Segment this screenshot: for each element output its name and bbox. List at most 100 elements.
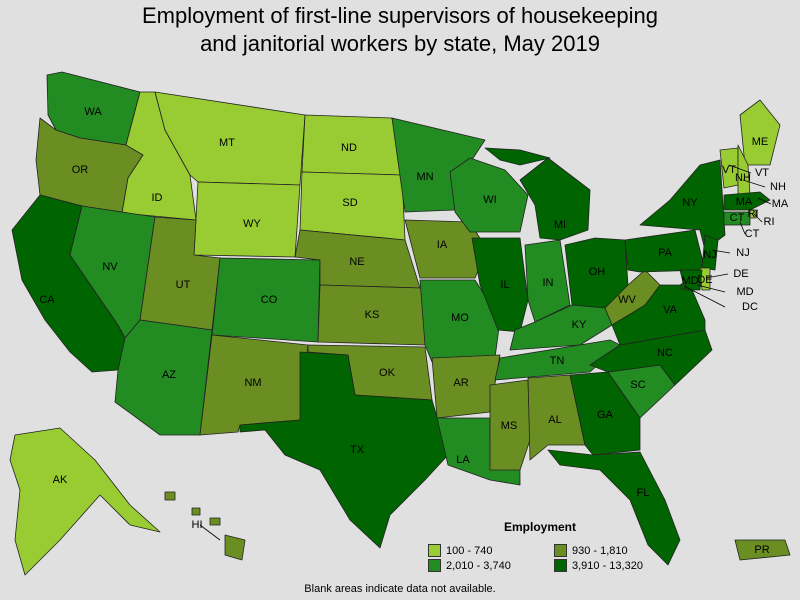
state-shapes bbox=[9, 71, 791, 576]
state-label-ks: KS bbox=[365, 309, 380, 321]
state-label-nj: NJ bbox=[736, 247, 749, 259]
state-label-al: AL bbox=[548, 414, 561, 426]
state-pr bbox=[734, 539, 791, 561]
title-line-2: and janitorial workers by state, May 201… bbox=[200, 31, 600, 56]
state-label-wy: WY bbox=[243, 218, 261, 230]
state-label-or: OR bbox=[72, 164, 89, 176]
map-title: Employment of first-line supervisors of … bbox=[0, 2, 800, 58]
state-label-md: MD bbox=[736, 286, 753, 298]
state-label-ma: MA bbox=[736, 196, 753, 208]
state-de bbox=[699, 267, 711, 291]
state-label-hi: HI bbox=[192, 519, 203, 531]
state-label-il: IL bbox=[500, 279, 509, 291]
state-label-me: ME bbox=[752, 136, 769, 148]
state-pa bbox=[624, 229, 706, 273]
leader-line-nj bbox=[711, 249, 731, 254]
legend-item-3: 2,010 - 3,740 bbox=[428, 559, 554, 572]
state-label-dc: DC bbox=[742, 301, 758, 313]
leader-line-nh bbox=[742, 179, 766, 188]
legend-item-1: 100 - 740 bbox=[428, 544, 554, 557]
state-label-nh: NH bbox=[770, 181, 786, 193]
legend-item-4: 3,910 - 13,320 bbox=[554, 559, 664, 572]
legend-title: Employment bbox=[504, 520, 577, 534]
state-label-mt: MT bbox=[219, 137, 235, 149]
state-label-ms: MS bbox=[501, 420, 518, 432]
state-wi bbox=[449, 157, 529, 233]
state-dc bbox=[680, 283, 687, 290]
leader-line-hi bbox=[199, 524, 221, 541]
state-label-pr: PR bbox=[754, 544, 769, 556]
state-mi bbox=[484, 147, 591, 241]
state-label-tx: TX bbox=[350, 444, 365, 456]
state-label-ok: OK bbox=[379, 367, 396, 379]
state-ak bbox=[9, 427, 161, 576]
state-label-wv: WV bbox=[618, 294, 636, 306]
state-az bbox=[114, 319, 213, 436]
legend-swatch-2 bbox=[554, 544, 567, 557]
state-label-vt: VT bbox=[722, 164, 736, 176]
state-tx bbox=[239, 351, 449, 549]
state-label-nd: ND bbox=[341, 142, 357, 154]
state-label-az: AZ bbox=[162, 369, 176, 381]
state-nj bbox=[701, 234, 719, 271]
state-me bbox=[739, 99, 781, 166]
state-label-in: IN bbox=[543, 277, 554, 289]
state-label-ny: NY bbox=[682, 197, 698, 209]
state-label-fl: FL bbox=[637, 487, 650, 499]
state-wv bbox=[604, 269, 661, 326]
title-line-1: Employment of first-line supervisors of … bbox=[141, 3, 659, 28]
state-label-wi: WI bbox=[483, 194, 496, 206]
legend: Employment 100 - 740 930 - 1,810 2,010 -… bbox=[428, 520, 668, 572]
state-label-ut: UT bbox=[176, 279, 191, 291]
state-label-ga: GA bbox=[597, 409, 614, 421]
state-label-ar: AR bbox=[453, 377, 468, 389]
state-label-mi: MI bbox=[554, 219, 566, 231]
state-label-nj: NJ bbox=[703, 249, 716, 261]
state-label-ct: CT bbox=[745, 228, 760, 240]
leader-line-ct bbox=[739, 221, 746, 235]
state-label-id: ID bbox=[152, 192, 163, 204]
legend-swatch-1 bbox=[428, 544, 441, 557]
state-fl bbox=[547, 449, 681, 566]
state-label-vt: VT bbox=[755, 167, 769, 179]
state-label-md: MD bbox=[681, 275, 698, 287]
state-label-la: LA bbox=[456, 454, 470, 466]
leader-line-md bbox=[696, 284, 726, 293]
state-labels: WA OR CA ID NV MT WY UT AZ CO NM ND SD NE KS OK TX MN IA MO… bbox=[39, 106, 769, 556]
legend-item-2: 930 - 1,810 bbox=[554, 544, 664, 557]
leader-line-de bbox=[705, 273, 729, 279]
state-label-ca: CA bbox=[39, 294, 55, 306]
state-label-sd: SD bbox=[342, 197, 357, 209]
state-ma bbox=[723, 191, 771, 211]
leader-line-ma bbox=[757, 197, 772, 205]
leader-line-ri bbox=[753, 213, 763, 223]
state-hi bbox=[164, 491, 246, 561]
leader-line-vt bbox=[728, 164, 752, 174]
state-label-ne: NE bbox=[349, 256, 364, 268]
footnote: Blank areas indicate data not available. bbox=[304, 583, 496, 595]
state-label-de: DE bbox=[733, 268, 748, 280]
legend-swatch-3 bbox=[428, 559, 441, 572]
state-label-wa: WA bbox=[84, 106, 102, 118]
state-label-ri: RI bbox=[748, 208, 759, 220]
state-ct bbox=[723, 211, 751, 226]
legend-label-2: 930 - 1,810 bbox=[572, 544, 628, 557]
state-ms bbox=[489, 379, 531, 471]
state-label-sc: SC bbox=[630, 379, 645, 391]
state-al bbox=[527, 374, 586, 461]
state-label-va: VA bbox=[663, 304, 678, 316]
state-ny bbox=[639, 159, 726, 251]
state-label-nc: NC bbox=[657, 347, 673, 359]
state-label-ak: AK bbox=[53, 474, 68, 486]
state-label-ky: KY bbox=[572, 319, 587, 331]
state-label-de: DE bbox=[697, 274, 712, 286]
legend-label-3: 2,010 - 3,740 bbox=[446, 559, 511, 572]
legend-label-4: 3,910 - 13,320 bbox=[572, 559, 643, 572]
state-label-oh: OH bbox=[589, 266, 606, 278]
state-in bbox=[524, 239, 571, 323]
state-label-mo: MO bbox=[451, 312, 469, 324]
state-label-ia: IA bbox=[437, 239, 448, 251]
state-label-nv: NV bbox=[102, 261, 118, 273]
